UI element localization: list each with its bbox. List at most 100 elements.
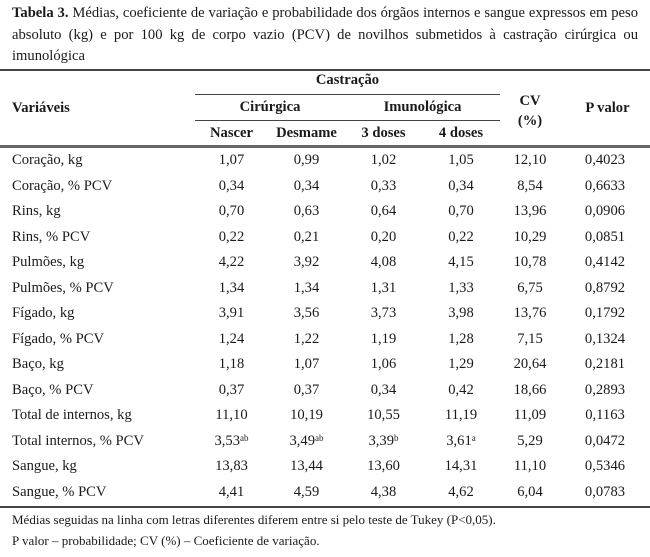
mean-value: 1,02: [370, 152, 397, 169]
row-mean: 3,56: [268, 301, 345, 327]
castration-rule: [195, 94, 500, 95]
header-4-doses: 4 doses: [438, 125, 484, 141]
row-mean: 1,19: [345, 327, 422, 353]
top-rule: [0, 69, 650, 71]
tukey-letter: b: [394, 432, 399, 443]
mean-value: 0,42: [448, 381, 474, 398]
mean-value: 0,37: [218, 381, 245, 398]
row-cv: 13,96: [513, 203, 547, 220]
row-cv: 11,09: [513, 407, 547, 424]
mean-value: 3,49: [289, 432, 316, 449]
mean-value: 0,64: [370, 203, 397, 220]
mean-value: 1,06: [370, 356, 397, 373]
row-cv: 20,64: [513, 356, 547, 373]
header-immunological: Imunológica: [383, 99, 462, 115]
row-mean: 1,28: [422, 327, 500, 353]
mean-value: 0,21: [293, 228, 320, 245]
mean-value: 0,34: [370, 381, 397, 398]
mean-value: 4,08: [370, 254, 397, 271]
row-mean: 13,60: [345, 454, 422, 480]
header-castration: Castração: [315, 72, 380, 88]
row-mean: 10,55: [345, 403, 422, 429]
table-row: Sangue, % PCV 4,41 4,59 4,38 4,62 6,04 0,0783: [0, 480, 650, 506]
row-mean: 4,38: [345, 480, 422, 506]
table-row: Coração, % PCV 0,34 0,34 0,33 0,34 8,54 0,6633: [0, 174, 650, 200]
row-p-value: 0,1163: [585, 407, 625, 424]
row-mean: 0,33: [345, 174, 422, 200]
row-mean: 1,31: [345, 276, 422, 302]
row-p-value: 0,4023: [584, 152, 626, 169]
row-mean: 1,02: [345, 148, 422, 174]
row-cv: 12,10: [513, 152, 547, 169]
row-cv: 7,15: [517, 330, 543, 347]
mean-value: 4,15: [448, 254, 474, 271]
mean-value: 0,63: [293, 203, 320, 220]
table-row: Fígado, % PCV 1,24 1,22 1,19 1,28 7,15 0,1324: [0, 327, 650, 353]
tukey-letter: ab: [315, 432, 324, 443]
row-variable: Baço, % PCV: [12, 381, 94, 398]
row-mean: 1,07: [195, 148, 268, 174]
row-mean: 0,99: [268, 148, 345, 174]
mean-value: 0,70: [448, 203, 474, 220]
mean-value: 11,19: [444, 407, 478, 424]
row-mean: 1,06: [345, 352, 422, 378]
table-row: Sangue, kg 13,83 13,44 13,60 14,31 11,10 0,534…: [0, 454, 650, 480]
row-cv: 8,54: [517, 177, 543, 194]
row-mean: 0,64: [345, 199, 422, 225]
mean-value: 1,07: [218, 152, 245, 169]
row-p-value: 0,0472: [584, 432, 626, 449]
row-mean: 0,20: [345, 225, 422, 251]
mean-value: 0,22: [218, 228, 245, 245]
mean-value: 0,20: [370, 228, 397, 245]
row-variable: Coração, % PCV: [12, 177, 113, 194]
row-mean: 14,31: [422, 454, 500, 480]
row-mean: 13,44: [268, 454, 345, 480]
bottom-rule: [0, 506, 650, 508]
row-mean: 0,70: [422, 199, 500, 225]
row-variable: Fígado, kg: [12, 305, 75, 322]
row-mean: 3,91: [195, 301, 268, 327]
row-cv: 11,10: [513, 458, 547, 475]
mean-value: 1,24: [218, 330, 245, 347]
tukey-letter: ab: [240, 432, 249, 443]
table-row: Coração, kg 1,07 0,99 1,02 1,05 12,10 0,4023: [0, 148, 650, 174]
header-cv-line2: (%): [517, 113, 543, 129]
mean-value: 4,62: [448, 483, 474, 500]
mean-value: 1,22: [293, 330, 320, 347]
mean-value: 1,18: [218, 356, 245, 373]
row-mean: 4,41: [195, 480, 268, 506]
table-caption: Tabela 3. Médias, coeficiente de variaçã…: [12, 3, 638, 68]
header-3-doses: 3 doses: [361, 125, 406, 141]
mean-value: 3,61: [446, 432, 472, 449]
row-mean: 3,98: [422, 301, 500, 327]
row-mean: 0,34: [422, 174, 500, 200]
row-variable: Sangue, % PCV: [12, 483, 107, 500]
row-cv: 10,29: [513, 228, 547, 245]
row-mean: 0,34: [268, 174, 345, 200]
table-row: Rins, kg 0,70 0,63 0,64 0,70 13,96 0,0906: [0, 199, 650, 225]
mean-value: 3,53: [214, 432, 241, 449]
mean-value: 0,33: [370, 177, 397, 194]
mean-value: 1,34: [218, 279, 245, 296]
row-mean: 1,07: [268, 352, 345, 378]
row-variable: Fígado, % PCV: [12, 330, 105, 347]
row-cv: 18,66: [513, 381, 547, 398]
row-mean: 3,61a: [422, 429, 500, 455]
row-cv: 5,29: [517, 432, 543, 449]
row-variable: Coração, kg: [12, 152, 83, 169]
mean-value: 0,37: [293, 381, 320, 398]
row-mean: 10,19: [268, 403, 345, 429]
mean-value: 1,33: [448, 279, 474, 296]
row-mean: 0,34: [195, 174, 268, 200]
table-row: Rins, % PCV 0,22 0,21 0,20 0,22 10,29 0,0851: [0, 225, 650, 251]
mean-value: 0,34: [218, 177, 245, 194]
header-cv-line1: CV: [519, 93, 541, 109]
tukey-letter: a: [471, 432, 476, 443]
mean-value: 3,92: [293, 254, 320, 271]
footnote-tukey: Médias seguidas na linha com letras dife…: [12, 512, 496, 527]
mean-value: 1,31: [370, 279, 397, 296]
table-row: Baço, % PCV 0,37 0,37 0,34 0,42 18,66 0,2893: [0, 378, 650, 404]
row-mean: 3,92: [268, 250, 345, 276]
caption-text: Médias, coeficiente de variação e probab…: [12, 5, 639, 64]
row-mean: 1,34: [195, 276, 268, 302]
